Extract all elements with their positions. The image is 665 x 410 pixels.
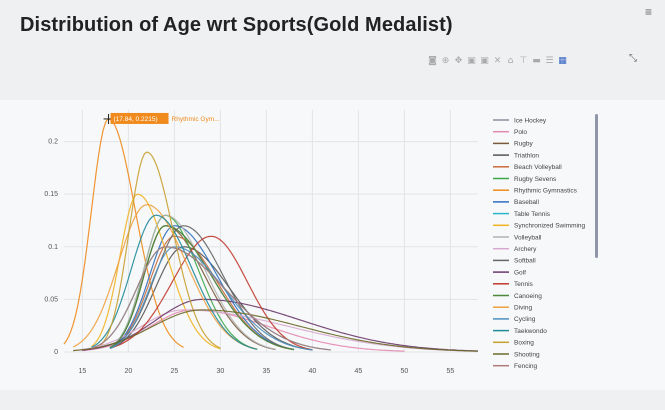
x-tick-label: 50 <box>401 368 409 375</box>
y-tick-label: 0 <box>54 349 58 356</box>
x-tick-label: 20 <box>125 368 133 375</box>
series-line <box>63 118 184 348</box>
legend-item[interactable]: Rugby <box>514 141 534 148</box>
series-line <box>91 246 331 351</box>
series-line <box>109 225 295 351</box>
legend-scrollbar[interactable] <box>595 114 598 258</box>
pan-icon[interactable]: ✥ <box>454 56 463 66</box>
page-title: Distribution of Age wrt Sports(Gold Meda… <box>20 14 453 36</box>
x-tick-label: 55 <box>447 368 455 375</box>
legend-item[interactable]: Ice Hockey <box>514 117 547 124</box>
hover-label-box <box>110 112 169 124</box>
series-line <box>91 193 221 350</box>
expand-icon[interactable]: ⤡ <box>629 53 637 64</box>
plotly-logo-icon[interactable]: ▦ <box>558 56 567 66</box>
zoom-icon[interactable]: ⊕ <box>441 56 450 66</box>
autoscale-icon[interactable]: ✕ <box>493 56 502 66</box>
legend-item[interactable]: Baseball <box>514 199 539 206</box>
spike-lines-icon[interactable]: ⊤ <box>519 56 528 66</box>
legend-item[interactable]: Boxing <box>514 340 534 347</box>
legend-item[interactable]: Triathlon <box>514 152 539 159</box>
y-tick-label: 0.05 <box>44 296 58 303</box>
legend-item[interactable]: Rugby Sevens <box>514 176 557 183</box>
x-tick-label: 45 <box>355 368 363 375</box>
legend-item[interactable]: Archery <box>514 246 537 253</box>
series-line <box>73 309 479 352</box>
x-tick-label: 25 <box>171 368 179 375</box>
x-tick-label: 40 <box>309 368 317 375</box>
hover-closest-icon[interactable]: ▬ <box>532 56 541 66</box>
legend-item[interactable]: Volleyball <box>514 234 542 241</box>
reset-axes-icon[interactable]: ⌂ <box>507 56 514 66</box>
legend-item[interactable]: Canoeing <box>514 293 542 300</box>
legend-item[interactable]: Rhythmic Gymnastics <box>514 188 578 195</box>
legend-item[interactable]: Diving <box>514 305 532 312</box>
legend-item[interactable]: Synchronized Swimming <box>514 223 586 230</box>
legend-item[interactable]: Softball <box>514 258 536 265</box>
x-tick-label: 15 <box>79 368 87 375</box>
plot-modebar: ◙ ⊕ ✥ ▣ ▣ ✕ ⌂ ⊤ ▬ ☰ ▦ <box>428 54 567 68</box>
series-line <box>109 214 276 350</box>
hover-compare-icon[interactable]: ☰ <box>545 56 554 66</box>
series-line <box>109 246 313 351</box>
legend-item[interactable]: Fencing <box>514 363 538 370</box>
legend-item[interactable]: Taekwondo <box>514 328 547 335</box>
series-line <box>109 235 313 351</box>
legend-item[interactable]: Golf <box>514 269 526 276</box>
hamburger-menu-icon[interactable]: ≡ <box>645 5 653 19</box>
series-line <box>91 214 258 350</box>
series-line <box>100 151 221 349</box>
hover-series-name: Rhythmic Gym... <box>172 116 220 123</box>
legend-item[interactable]: Tennis <box>514 281 534 288</box>
y-tick-label: 0.1 <box>48 244 58 251</box>
legend-item[interactable]: Cycling <box>514 316 536 323</box>
legend-item[interactable]: Beach Volleyball <box>514 164 562 171</box>
legend-item[interactable]: Table Tennis <box>514 211 551 218</box>
series-line <box>109 225 295 351</box>
y-tick-label: 0.2 <box>48 139 58 146</box>
hover-label-text: (17.84, 0.2215) <box>114 116 158 123</box>
legend-item[interactable]: Polo <box>514 129 527 136</box>
series-line <box>82 298 479 352</box>
zoom-in-icon[interactable]: ▣ <box>467 56 476 66</box>
zoom-out-icon[interactable]: ▣ <box>480 56 489 66</box>
y-tick-label: 0.15 <box>44 191 58 198</box>
legend-item[interactable]: Shooting <box>514 351 540 358</box>
x-tick-label: 30 <box>217 368 225 375</box>
camera-icon[interactable]: ◙ <box>428 56 437 66</box>
x-tick-label: 35 <box>263 368 271 375</box>
